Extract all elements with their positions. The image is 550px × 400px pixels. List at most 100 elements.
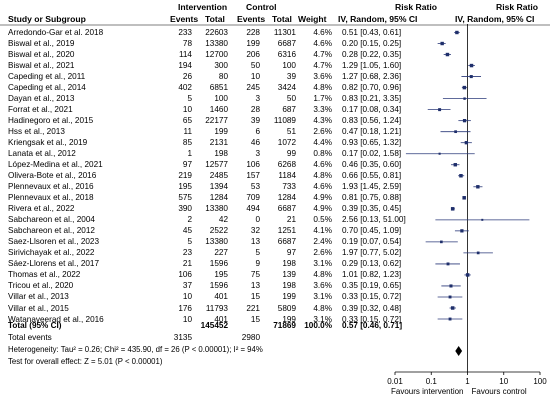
study-name: Arredondo-Gar et al. 2018 <box>8 28 104 37</box>
ctl-total: 21 <box>286 215 296 225</box>
int-events: 10 <box>182 292 192 302</box>
ctl-total: 3424 <box>277 83 296 93</box>
int-events: 10 <box>182 105 192 115</box>
ctl-events: 3 <box>255 94 260 104</box>
point-marker <box>463 97 466 100</box>
table-row: Plennevaux et al., 2018 575 1284 709 1284 4.9… <box>0 191 401 204</box>
ctl-total: 11089 <box>273 116 296 126</box>
ctl-events: 5 <box>255 248 260 258</box>
int-events: 233 <box>178 28 192 37</box>
int-events: 10 <box>182 314 192 324</box>
ctl-events: 28 <box>250 105 260 115</box>
risk-ratio-ci: 0.17 [0.08, 0.34] <box>342 105 402 115</box>
table-row: Lanata et al., 2012 1 198 3 99 0.8% 0.17 [0.02… <box>0 147 401 160</box>
table-row: Capeding et al., 2014 402 6851 245 3424 4.8% 0… <box>0 81 401 94</box>
int-total: 1460 <box>209 105 228 115</box>
ctl-events: 494 <box>246 204 260 214</box>
study-name: Saez-Llsoren et al., 2023 <box>8 237 100 247</box>
favours-left-label: Favours intervention <box>391 387 463 396</box>
study-name: Dayan et al., 2013 <box>8 94 75 104</box>
point-marker <box>476 185 480 189</box>
study-name: Hadinegoro et al., 2015 <box>8 116 94 126</box>
int-events: 390 <box>178 204 192 214</box>
total-events-row: Total events 3135 2980 <box>0 331 380 344</box>
total-events-int: 3135 <box>173 333 192 342</box>
int-events: 195 <box>178 182 192 192</box>
table-row: Sáez-Llorens et al., 2017 21 1596 9 198 3.1% 0… <box>0 257 401 270</box>
int-events: 114 <box>178 50 192 60</box>
int-total: 199 <box>214 127 228 137</box>
weight: 4.6% <box>313 28 332 37</box>
risk-ratio-ci: 1.97 [0.77, 5.02] <box>342 248 402 258</box>
total-ctl: 71869 <box>273 321 296 330</box>
weight: 4.6% <box>313 160 332 170</box>
int-total: 13380 <box>205 39 228 49</box>
study-name: Lanata et al., 2012 <box>8 149 76 159</box>
study-name: Biswal et al., 2020 <box>8 50 75 60</box>
x-tick-label: 10 <box>499 377 508 386</box>
pooled-diamond <box>455 346 463 356</box>
weight: 2.6% <box>313 127 332 137</box>
heterogeneity-text: Heterogeneity: Tau² = 0.26; Chi² = 435.9… <box>8 345 263 354</box>
ctl-total: 1184 <box>278 171 296 181</box>
study-name: Forrat et al., 2021 <box>8 105 73 115</box>
int-events: 5 <box>187 237 192 247</box>
int-total: 1394 <box>209 182 228 192</box>
risk-ratio-ci: 1.01 [0.82, 1.23] <box>342 270 402 280</box>
study-name: Villar et al., 2013 <box>8 292 69 302</box>
ctl-events: 10 <box>250 72 260 82</box>
risk-ratio-ci: 0.83 [0.21, 3.35] <box>342 94 402 104</box>
table-row: Tricou et al., 2020 37 1596 13 198 3.6% 0.35 [… <box>0 279 401 292</box>
point-marker <box>465 273 470 277</box>
ctl-total: 6316 <box>277 50 296 60</box>
table-row: Villar et al., 2013 10 401 15 199 3.1% 0.33 [0… <box>0 290 401 303</box>
point-marker <box>445 52 450 57</box>
weight: 4.1% <box>313 226 332 236</box>
header-int-events: Events <box>170 14 199 24</box>
ctl-total: 199 <box>282 314 296 324</box>
weight: 3.1% <box>313 314 332 324</box>
table-row: Rivera et al., 2022 390 13380 494 6687 4.9% 0.… <box>0 202 401 215</box>
point-marker <box>446 262 450 266</box>
weight: 4.8% <box>313 83 332 93</box>
int-total: 1596 <box>209 281 228 291</box>
ctl-events: 106 <box>246 160 260 170</box>
risk-ratio-ci: 0.47 [0.18, 1.21] <box>342 127 402 137</box>
int-events: 45 <box>182 226 192 236</box>
point-marker <box>476 251 480 255</box>
study-name: Hss et al., 2013 <box>8 127 65 137</box>
int-events: 2 <box>187 215 192 225</box>
ctl-total: 39 <box>286 72 296 82</box>
point-marker <box>462 119 467 123</box>
point-marker <box>449 284 453 288</box>
study-name: Olivera-Bote et al., 2016 <box>8 171 97 181</box>
study-name: Plennevaux et al., 2016 <box>8 182 94 192</box>
header-method-right: IV, Random, 95% CI <box>455 14 535 24</box>
ctl-events: 221 <box>246 303 260 313</box>
study-name: Rivera et al., 2022 <box>8 204 75 214</box>
point-marker <box>455 30 459 35</box>
ctl-total: 97 <box>286 248 296 258</box>
weight: 3.3% <box>313 105 332 115</box>
study-name: López-Medina et al., 2021 <box>8 160 103 170</box>
ctl-total: 6687 <box>277 204 296 214</box>
study-name: Kriengsak et al., 2019 <box>8 138 88 148</box>
point-marker <box>481 218 484 221</box>
total-weight: 100.0% <box>304 321 332 330</box>
risk-ratio-ci: 0.82 [0.70, 0.96] <box>342 83 402 93</box>
table-row: Hadinegoro et al., 2015 65 22177 39 11089 4.3… <box>0 114 401 127</box>
int-total: 2485 <box>209 171 228 181</box>
int-events: 26 <box>182 72 192 82</box>
ctl-events: 13 <box>250 281 260 291</box>
point-marker <box>460 229 464 233</box>
int-total: 22177 <box>205 116 228 126</box>
weight: 2.6% <box>313 248 332 258</box>
total-events-label: Total events <box>8 333 52 342</box>
study-name: Sabchareon et al., 2004 <box>8 215 95 225</box>
weight: 3.6% <box>313 72 332 82</box>
risk-ratio-ci: 0.46 [0.35, 0.60] <box>342 160 402 170</box>
int-events: 85 <box>182 138 192 148</box>
header-ctl-events: Events <box>237 14 266 24</box>
risk-ratio-ci: 0.19 [0.07, 0.54] <box>342 237 402 247</box>
ctl-events: 39 <box>250 116 260 126</box>
